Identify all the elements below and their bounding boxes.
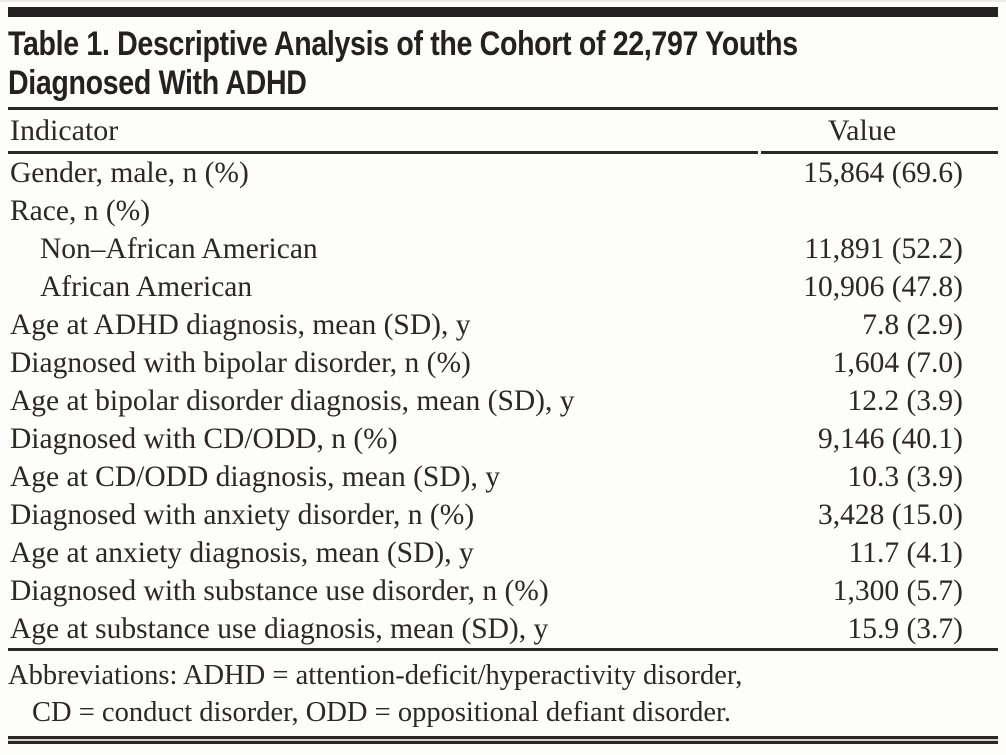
row-value: 10,906 (47.8): [803, 271, 963, 303]
row-label: Diagnosed with substance use disorder, n…: [10, 575, 549, 607]
row-label: Diagnosed with bipolar disorder, n (%): [10, 347, 471, 379]
table-row: Age at substance use diagnosis, mean (SD…: [8, 610, 998, 648]
table-row: Diagnosed with substance use disorder, n…: [8, 572, 998, 610]
table-row: Age at CD/ODD diagnosis, mean (SD), y 10…: [8, 458, 998, 496]
table-row: Age at bipolar disorder diagnosis, mean …: [8, 382, 998, 420]
row-label: Non–African American: [40, 233, 318, 265]
row-label: Age at ADHD diagnosis, mean (SD), y: [10, 309, 471, 341]
table-bottom-rule: [8, 648, 998, 651]
row-value: 15.9 (3.7): [847, 613, 963, 645]
scan-edge-artifact: [0, 0, 1006, 2]
table-row: Race, n (%): [8, 192, 998, 230]
row-label: Age at substance use diagnosis, mean (SD…: [10, 613, 549, 645]
table-title-line-2: Diagnosed With ADHD: [8, 64, 307, 102]
row-value: 11.7 (4.1): [848, 537, 963, 569]
row-value: 7.8 (2.9): [862, 309, 963, 341]
table-footnote: Abbreviations: ADHD = attention-deficit/…: [8, 657, 998, 731]
top-bar-rule: [8, 7, 998, 17]
row-label: Race, n (%): [10, 195, 151, 227]
table-row: Age at anxiety diagnosis, mean (SD), y 1…: [8, 534, 998, 572]
row-label: Age at CD/ODD diagnosis, mean (SD), y: [10, 461, 500, 493]
column-header-indicator: Indicator: [8, 110, 758, 154]
table-row: Gender, male, n (%) 15,864 (69.6): [8, 154, 998, 192]
row-label: African American: [40, 271, 253, 303]
table-row: Age at ADHD diagnosis, mean (SD), y 7.8 …: [8, 306, 998, 344]
row-label: Diagnosed with anxiety disorder, n (%): [10, 499, 475, 531]
table-title: Table 1. Descriptive Analysis of the Coh…: [8, 25, 998, 103]
row-value: 1,604 (7.0): [832, 347, 963, 379]
row-label: Gender, male, n (%): [10, 157, 249, 189]
row-value: 15,864 (69.6): [803, 157, 963, 189]
column-header-value: Value: [761, 110, 998, 154]
footnote-line-1: Abbreviations: ADHD = attention-deficit/…: [8, 660, 743, 691]
row-label: Diagnosed with CD/ODD, n (%): [10, 423, 398, 455]
table-row: Diagnosed with CD/ODD, n (%) 9,146 (40.1…: [8, 420, 998, 458]
table-row: Non–African American 11,891 (52.2): [8, 230, 998, 268]
table-title-text: Table 1. Descriptive Analysis of the Coh…: [8, 25, 998, 103]
table-row: African American 10,906 (47.8): [8, 268, 998, 306]
table-row: Diagnosed with bipolar disorder, n (%) 1…: [8, 344, 998, 382]
table-content: Table 1. Descriptive Analysis of the Coh…: [8, 7, 998, 744]
table-title-line-1: Table 1. Descriptive Analysis of the Coh…: [8, 25, 798, 63]
table-header-row: Indicator Value: [8, 110, 998, 154]
row-value: 11,891 (52.2): [804, 233, 963, 265]
row-value: 9,146 (40.1): [817, 423, 963, 455]
row-value: 10.3 (3.9): [847, 461, 963, 493]
double-bottom-rule: [8, 736, 998, 744]
row-value: 3,428 (15.0): [817, 499, 963, 531]
table-body: Gender, male, n (%) 15,864 (69.6) Race, …: [8, 154, 998, 648]
row-label: Age at bipolar disorder diagnosis, mean …: [10, 385, 575, 417]
row-value: [763, 192, 998, 230]
row-value: 12.2 (3.9): [847, 385, 963, 417]
footnote-line-2: CD = conduct disorder, ODD = oppositiona…: [32, 697, 732, 728]
table-row: Diagnosed with anxiety disorder, n (%) 3…: [8, 496, 998, 534]
row-label: Age at anxiety diagnosis, mean (SD), y: [10, 537, 474, 569]
title-rule: [8, 107, 998, 110]
row-value: 1,300 (5.7): [832, 575, 963, 607]
